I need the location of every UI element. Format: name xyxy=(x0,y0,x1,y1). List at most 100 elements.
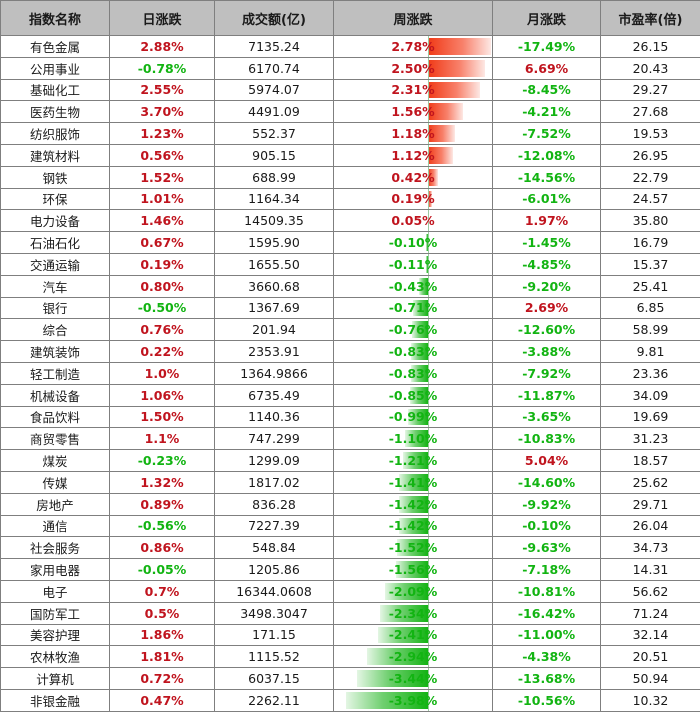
weekly-change-cell: 2.50% xyxy=(333,56,493,80)
table-row[interactable]: 石油石化 0.67% 1595.90 -0.10% -1.45% 16.79 xyxy=(0,231,700,254)
turnover: 836.28 xyxy=(214,492,334,516)
daily-change: 3.70% xyxy=(109,100,215,124)
bar-axis xyxy=(428,602,429,624)
weekly-change: -1.21% xyxy=(388,453,438,469)
weekly-change: -0.83% xyxy=(388,365,438,381)
weekly-change: -2.09% xyxy=(388,583,438,599)
daily-change: -0.56% xyxy=(109,514,215,538)
bar-axis xyxy=(428,144,429,166)
index-name: 轻工制造 xyxy=(0,361,110,385)
weekly-change: -2.41% xyxy=(388,627,438,643)
monthly-change: -11.00% xyxy=(492,623,601,647)
daily-change: 1.46% xyxy=(109,209,215,233)
table-row[interactable]: 电力设备 1.46% 14509.35 0.05% 1.97% 35.80 xyxy=(0,209,700,233)
weekly-change: -0.85% xyxy=(388,387,438,403)
table-row[interactable]: 通信 -0.56% 7227.39 -1.42% -0.10% 26.04 xyxy=(0,514,700,538)
table-row[interactable]: 农林牧渔 1.81% 1115.52 -2.94% -4.38% 20.51 xyxy=(0,645,700,669)
weekly-change: -0.10% xyxy=(388,235,438,251)
table-row[interactable]: 有色金属 2.88% 7135.24 2.78% -17.49% 26.15 xyxy=(0,35,700,58)
weekly-change: 2.31% xyxy=(391,82,435,98)
bar-axis xyxy=(428,297,429,319)
bar-axis xyxy=(428,188,429,210)
monthly-change: -8.45% xyxy=(492,78,601,102)
pe-ratio: 19.53 xyxy=(600,122,700,145)
daily-change: 1.06% xyxy=(109,383,215,407)
monthly-change: -17.49% xyxy=(492,35,601,58)
table-row[interactable]: 食品饮料 1.50% 1140.36 -0.99% -3.65% 19.69 xyxy=(0,405,700,429)
header-weekly-change[interactable]: 周涨跌 xyxy=(333,0,493,36)
pe-ratio: 71.24 xyxy=(600,601,700,625)
table-row[interactable]: 房地产 0.89% 836.28 -1.42% -9.92% 29.71 xyxy=(0,492,700,516)
header-index-name[interactable]: 指数名称 xyxy=(0,0,110,36)
table-row[interactable]: 家用电器 -0.05% 1205.86 -1.56% -7.18% 14.31 xyxy=(0,558,700,581)
daily-change: 0.19% xyxy=(109,252,215,276)
index-name: 交通运输 xyxy=(0,252,110,276)
daily-change: 1.86% xyxy=(109,623,215,647)
table-row[interactable]: 钢铁 1.52% 688.99 0.42% -14.56% 22.79 xyxy=(0,165,700,189)
bar-axis xyxy=(428,166,429,188)
table-row[interactable]: 建筑材料 0.56% 905.15 1.12% -12.08% 26.95 xyxy=(0,143,700,167)
table-row[interactable]: 电子 0.7% 16344.0608 -2.09% -10.81% 56.62 xyxy=(0,579,700,603)
pe-ratio: 56.62 xyxy=(600,579,700,603)
weekly-change-bar xyxy=(367,648,428,666)
pe-ratio: 50.94 xyxy=(600,667,700,690)
index-name: 商贸零售 xyxy=(0,427,110,451)
header-daily-change[interactable]: 日涨跌 xyxy=(109,0,215,36)
header-monthly-change[interactable]: 月涨跌 xyxy=(492,0,601,36)
weekly-change-cell: 1.12% xyxy=(333,143,493,167)
table-row[interactable]: 建筑装饰 0.22% 2353.91 -0.83% -3.88% 9.81 xyxy=(0,340,700,363)
table-row[interactable]: 综合 0.76% 201.94 -0.76% -12.60% 58.99 xyxy=(0,318,700,342)
weekly-change-bar xyxy=(425,234,428,251)
weekly-change: -3.98% xyxy=(388,692,438,708)
table-row[interactable]: 美容护理 1.86% 171.15 -2.41% -11.00% 32.14 xyxy=(0,623,700,647)
table-row[interactable]: 计算机 0.72% 6037.15 -3.44% -13.68% 50.94 xyxy=(0,667,700,690)
index-name: 国防军工 xyxy=(0,601,110,625)
table-row[interactable]: 商贸零售 1.1% 747.299 -1.10% -10.83% 31.23 xyxy=(0,427,700,451)
pe-ratio: 19.69 xyxy=(600,405,700,429)
table-row[interactable]: 煤炭 -0.23% 1299.09 -1.21% 5.04% 18.57 xyxy=(0,449,700,472)
weekly-change-cell: -2.94% xyxy=(333,645,493,669)
table-row[interactable]: 传媒 1.32% 1817.02 -1.41% -14.60% 25.62 xyxy=(0,470,700,494)
header-turnover[interactable]: 成交额(亿) xyxy=(214,0,334,36)
table-row[interactable]: 银行 -0.50% 1367.69 -0.71% 2.69% 6.85 xyxy=(0,296,700,320)
bar-axis xyxy=(428,384,429,406)
weekly-change-cell: 1.56% xyxy=(333,100,493,124)
weekly-change-cell: 0.19% xyxy=(333,187,493,211)
pe-ratio: 27.68 xyxy=(600,100,700,124)
table-row[interactable]: 环保 1.01% 1164.34 0.19% -6.01% 24.57 xyxy=(0,187,700,211)
table-row[interactable]: 公用事业 -0.78% 6170.74 2.50% 6.69% 20.43 xyxy=(0,56,700,80)
weekly-change: -2.34% xyxy=(388,605,438,621)
daily-change: 0.80% xyxy=(109,274,215,298)
weekly-change: 0.19% xyxy=(391,191,435,207)
weekly-change: -1.42% xyxy=(388,518,438,534)
weekly-change-cell: -1.42% xyxy=(333,514,493,538)
table-row[interactable]: 机械设备 1.06% 6735.49 -0.85% -11.87% 34.09 xyxy=(0,383,700,407)
turnover: 14509.35 xyxy=(214,209,334,233)
turnover: 6037.15 xyxy=(214,667,334,690)
pe-ratio: 58.99 xyxy=(600,318,700,342)
weekly-change: 2.78% xyxy=(391,38,435,54)
header-pe-ratio[interactable]: 市盈率(倍) xyxy=(600,0,700,36)
table-row[interactable]: 纺织服饰 1.23% 552.37 1.18% -7.52% 19.53 xyxy=(0,122,700,145)
turnover: 1655.50 xyxy=(214,252,334,276)
bar-axis xyxy=(428,362,429,384)
turnover: 3660.68 xyxy=(214,274,334,298)
table-row[interactable]: 非银金融 0.47% 2262.11 -3.98% -10.56% 10.32 xyxy=(0,688,700,712)
table-row[interactable]: 基础化工 2.55% 5974.07 2.31% -8.45% 29.27 xyxy=(0,78,700,102)
weekly-change-bar xyxy=(428,38,491,55)
table-row[interactable]: 交通运输 0.19% 1655.50 -0.11% -4.85% 15.37 xyxy=(0,252,700,276)
pe-ratio: 26.15 xyxy=(600,35,700,58)
weekly-change-cell: -1.41% xyxy=(333,470,493,494)
monthly-change: -11.87% xyxy=(492,383,601,407)
table-row[interactable]: 社会服务 0.86% 548.84 -1.52% -9.63% 34.73 xyxy=(0,536,700,560)
table-row[interactable]: 国防军工 0.5% 3498.3047 -2.34% -16.42% 71.24 xyxy=(0,601,700,625)
daily-change: 0.5% xyxy=(109,601,215,625)
pe-ratio: 29.71 xyxy=(600,492,700,516)
table-row[interactable]: 轻工制造 1.0% 1364.9866 -0.83% -7.92% 23.36 xyxy=(0,361,700,385)
table-row[interactable]: 汽车 0.80% 3660.68 -0.43% -9.20% 25.41 xyxy=(0,274,700,298)
table-row[interactable]: 医药生物 3.70% 4491.09 1.56% -4.21% 27.68 xyxy=(0,100,700,124)
turnover: 2262.11 xyxy=(214,688,334,712)
bar-axis xyxy=(428,537,429,559)
pe-ratio: 16.79 xyxy=(600,231,700,254)
